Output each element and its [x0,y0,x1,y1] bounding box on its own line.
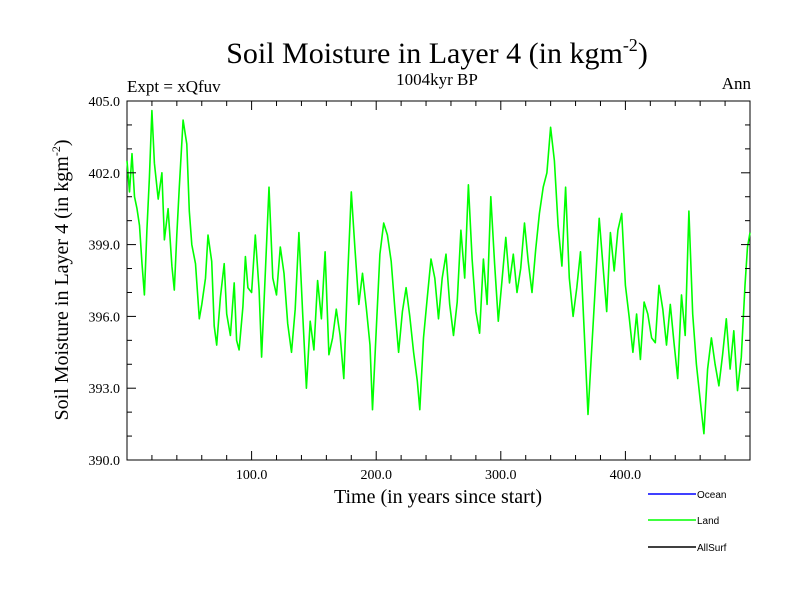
y-tick-label: 399.0 [89,239,121,254]
y-tick-label: 396.0 [89,310,121,325]
chart-title-main: Soil Moisture in Layer 4 (in kgm [226,37,623,70]
x-tick-label: 100.0 [236,468,268,483]
y-axis-label-sup: -2 [49,146,63,156]
legend-label-ocean: Ocean [697,490,726,501]
y-tick-label: 405.0 [89,95,121,110]
legend: Ocean Land AllSurf [648,490,727,554]
y-tick-label: 390.0 [89,454,121,469]
x-axis-label: Time (in years since start) [334,486,542,508]
chart-title: Soil Moisture in Layer 4 (in kgm-2) [226,35,648,70]
experiment-label: Expt = xQfuv [127,77,221,96]
x-axis-ticks: 100.0 200.0 300.0 400.0 [151,101,726,483]
legend-label-allsurf: AllSurf [697,543,727,554]
x-tick-label: 400.0 [610,468,642,483]
x-tick-label: 300.0 [485,468,517,483]
x-tick-label: 200.0 [360,468,392,483]
subtitle: 1004kyr BP [396,70,478,89]
y-axis-ticks: 390.0 393.0 396.0 399.0 402.0 405.0 [89,95,750,469]
plot-frame [126,100,751,461]
y-axis-label-close: ) [51,139,73,146]
season-label: Ann [722,74,752,93]
chart-title-close: ) [638,37,648,70]
legend-label-land: Land [697,516,719,527]
y-axis-label: Soil Moisture in Layer 4 (in kgm-2) [49,139,73,420]
chart-title-sup: -2 [623,35,638,55]
land-series-line [126,109,751,435]
y-tick-label: 402.0 [89,167,121,182]
y-axis-label-main: Soil Moisture in Layer 4 (in kgm [51,156,73,421]
y-tick-label: 393.0 [89,382,121,397]
